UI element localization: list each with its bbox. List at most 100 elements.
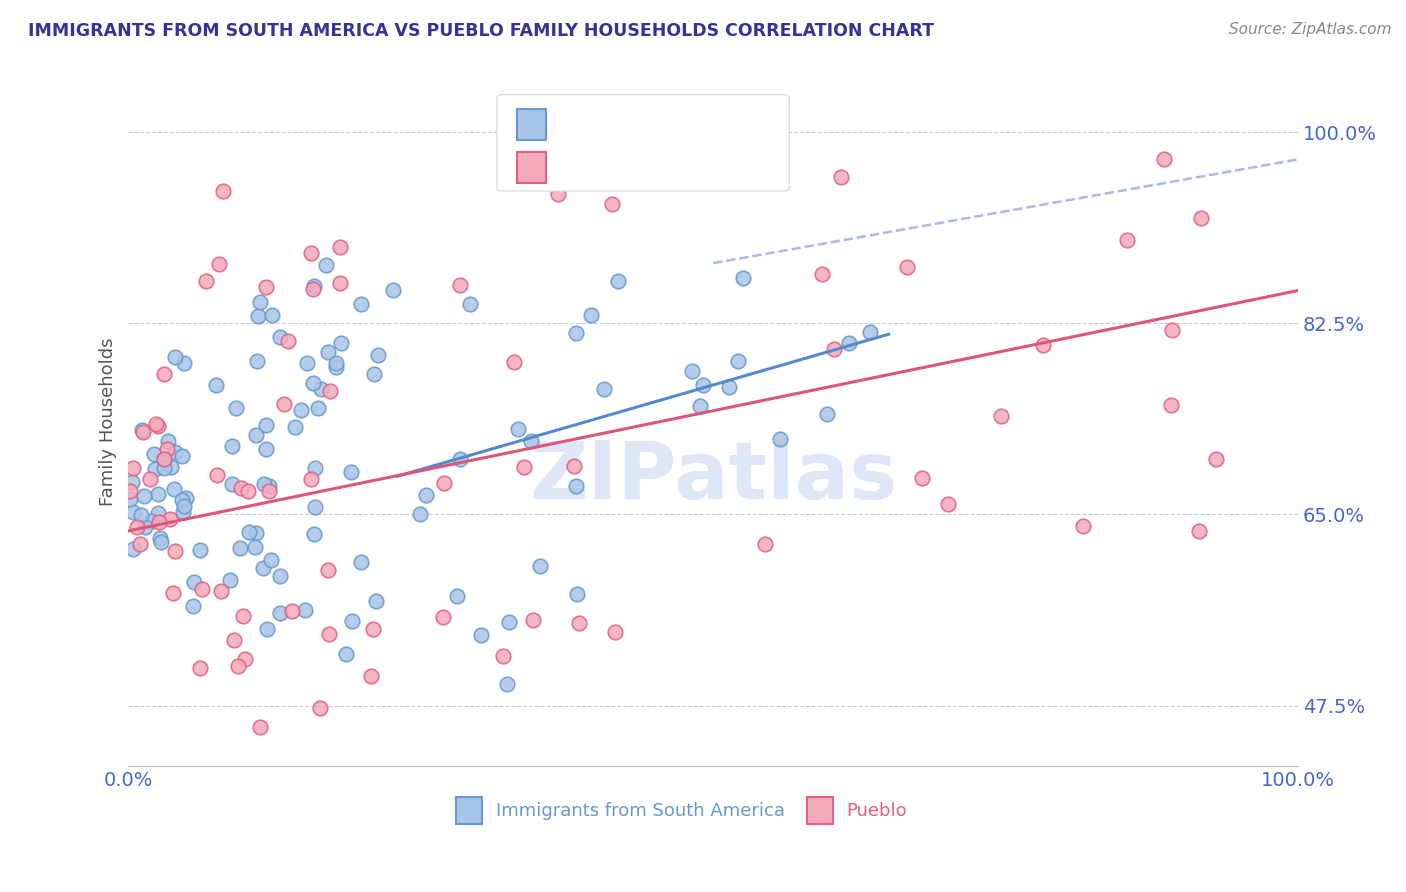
Point — [121, 460, 143, 475]
Point — [260, 308, 283, 322]
Point — [859, 325, 882, 339]
FancyBboxPatch shape — [517, 153, 546, 184]
Point — [183, 574, 205, 589]
Point — [681, 364, 703, 378]
Point — [449, 277, 471, 292]
Point — [208, 256, 231, 270]
Point — [911, 471, 934, 485]
Point — [304, 278, 326, 293]
Point — [350, 555, 373, 569]
Point — [245, 428, 267, 442]
Point — [269, 329, 291, 343]
Point — [717, 380, 740, 394]
Point — [449, 451, 471, 466]
Point — [692, 377, 714, 392]
Point — [329, 335, 352, 350]
Point — [340, 615, 363, 629]
Point — [325, 355, 347, 369]
Point — [254, 280, 277, 294]
Point — [299, 471, 322, 485]
Point — [139, 514, 162, 528]
Point — [522, 613, 544, 627]
Point — [152, 452, 174, 467]
Point — [260, 553, 283, 567]
Point — [491, 649, 513, 664]
Point — [307, 401, 329, 415]
Point — [122, 541, 145, 556]
Point — [153, 460, 176, 475]
Point — [269, 568, 291, 582]
Point — [229, 541, 252, 556]
Point — [470, 628, 492, 642]
Point — [304, 500, 326, 514]
Point — [990, 409, 1012, 423]
Text: R = 0.410: R = 0.410 — [560, 116, 644, 134]
Point — [830, 169, 852, 184]
Point — [318, 627, 340, 641]
Point — [229, 481, 252, 495]
Point — [139, 472, 162, 486]
Point — [246, 354, 269, 368]
Point — [143, 461, 166, 475]
Point — [247, 309, 270, 323]
Point — [325, 360, 347, 375]
Point — [207, 468, 229, 483]
Point — [146, 506, 169, 520]
Point — [228, 658, 250, 673]
FancyBboxPatch shape — [807, 797, 832, 823]
Point — [415, 488, 437, 502]
Point — [221, 439, 243, 453]
Point — [153, 452, 176, 467]
Point — [707, 145, 730, 159]
Point — [1160, 398, 1182, 412]
Point — [581, 308, 603, 322]
Point — [294, 603, 316, 617]
Point — [143, 447, 166, 461]
Point — [1032, 338, 1054, 352]
Point — [224, 633, 246, 648]
Point — [256, 622, 278, 636]
Text: Immigrants from South America: Immigrants from South America — [496, 802, 785, 820]
Point — [896, 260, 918, 275]
Point — [269, 606, 291, 620]
Point — [273, 397, 295, 411]
Point — [754, 536, 776, 550]
Point — [364, 594, 387, 608]
Point — [309, 382, 332, 396]
Point — [446, 589, 468, 603]
Point — [165, 444, 187, 458]
Point — [769, 432, 792, 446]
Point — [315, 259, 337, 273]
Point — [339, 465, 361, 479]
Point — [432, 609, 454, 624]
Point — [299, 246, 322, 260]
Point — [316, 563, 339, 577]
Point — [221, 476, 243, 491]
Point — [238, 525, 260, 540]
Point — [188, 543, 211, 558]
Point — [837, 335, 859, 350]
Point — [170, 492, 193, 507]
Point — [191, 582, 214, 597]
Point — [936, 497, 959, 511]
Point — [162, 586, 184, 600]
Point — [1205, 452, 1227, 467]
Point — [506, 422, 529, 436]
Point — [319, 384, 342, 398]
Point — [811, 268, 834, 282]
Point — [219, 574, 242, 588]
Point — [156, 442, 179, 457]
Point — [232, 609, 254, 624]
Point — [134, 489, 156, 503]
Point — [565, 479, 588, 493]
Point — [529, 558, 551, 573]
Point — [132, 425, 155, 439]
Point — [209, 583, 232, 598]
Point — [172, 506, 194, 520]
Point — [129, 536, 152, 550]
Point — [290, 402, 312, 417]
FancyBboxPatch shape — [517, 110, 546, 140]
Point — [249, 295, 271, 310]
Text: ZIPatlas: ZIPatlas — [529, 438, 897, 516]
Text: Source: ZipAtlas.com: Source: ZipAtlas.com — [1229, 22, 1392, 37]
